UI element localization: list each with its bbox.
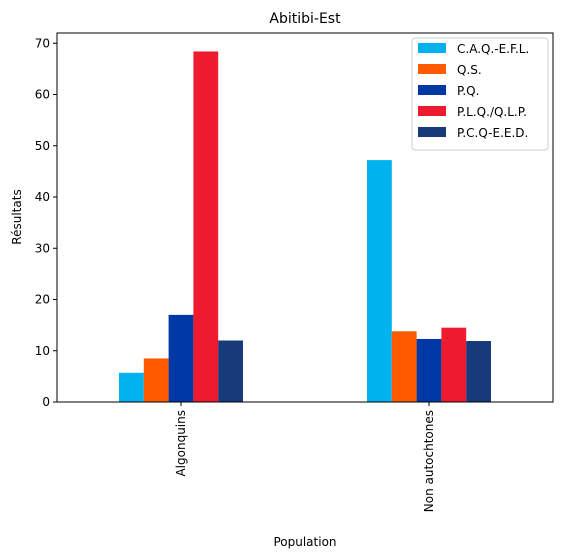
- y-tick-label: 50: [35, 139, 50, 153]
- x-tick-label: Non autochtones: [422, 410, 436, 512]
- legend: C.A.Q.-E.F.L. Q.S. P.Q. P.L.Q./Q.L.P. P.C.Q-…: [411, 37, 549, 151]
- plot-area: 0 10 20 30 40 50 60 70 Algonquins Non autochtones: [35, 36, 491, 512]
- legend-swatch: [418, 127, 446, 137]
- bar: [391, 331, 417, 402]
- y-tick-label: 40: [35, 190, 50, 204]
- legend-swatch: [418, 85, 446, 95]
- y-axis-title: Résultats: [10, 189, 24, 244]
- y-tick-label: 10: [35, 344, 50, 358]
- legend-swatch: [418, 43, 446, 53]
- x-tick-label: Algonquins: [174, 410, 188, 477]
- bar: [119, 372, 144, 402]
- bar: [367, 160, 392, 402]
- chart-title: Abitibi-Est: [269, 11, 341, 27]
- bar: [168, 314, 194, 402]
- legend-swatch: [418, 64, 446, 74]
- bar: [466, 341, 491, 402]
- bar: [441, 327, 467, 402]
- y-tick-label: 0: [42, 395, 50, 409]
- x-axis-title: Population: [273, 535, 336, 549]
- plot-frame: [56, 32, 554, 403]
- bar: [193, 51, 219, 402]
- legend-label: C.A.Q.-E.F.L.: [457, 42, 529, 56]
- bar: [416, 338, 442, 402]
- legend-label: P.Q.: [457, 84, 479, 98]
- y-tick-label: 70: [35, 36, 50, 50]
- y-tick-label: 60: [35, 88, 50, 102]
- legend-label: P.C.Q-E.E.D.: [457, 126, 528, 140]
- legend-label: Q.S.: [457, 63, 482, 77]
- legend-swatch: [418, 106, 446, 116]
- y-tick-label: 20: [35, 293, 50, 307]
- y-tick-label: 30: [35, 241, 50, 255]
- bar: [218, 340, 243, 402]
- bar: [143, 358, 169, 402]
- legend-label: P.L.Q./Q.L.P.: [457, 105, 527, 119]
